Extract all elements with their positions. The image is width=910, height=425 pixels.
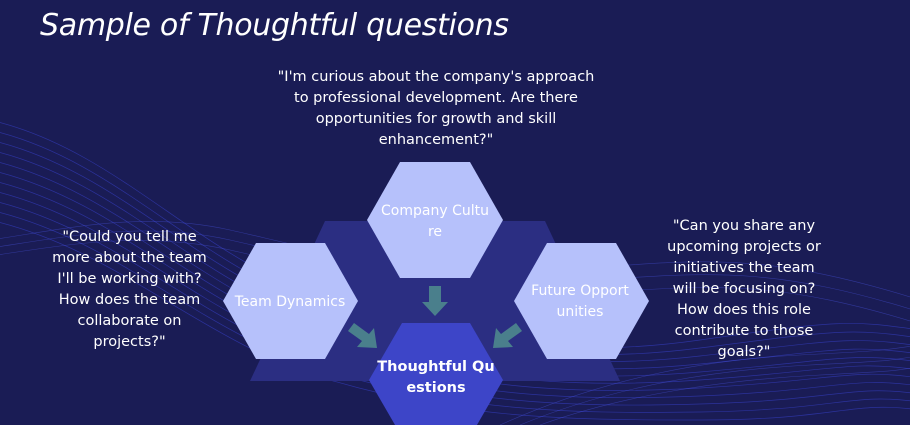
quote-projects: "Can you share any upcoming projects or …	[667, 218, 821, 360]
arrow-diagonal-right-icon	[348, 323, 377, 348]
quote-professional-development: "I'm curious about the company's approac…	[277, 69, 595, 148]
thoughtful-questions-hexagon	[369, 323, 503, 425]
arrow-down-icon	[422, 286, 448, 316]
team-dynamics-label: Team Dynamics	[234, 293, 346, 310]
slide-title: Sample of Thoughtful questions	[40, 8, 509, 43]
team-dynamics-hexagon	[223, 243, 358, 359]
arrow-diagonal-left-icon	[493, 323, 522, 348]
thoughtful-questions-label: Thoughtful Questions	[377, 359, 495, 396]
company-culture-label: Company Culture	[381, 203, 489, 240]
future-opportunities-hexagon	[514, 243, 649, 359]
quote-team: "Could you tell me more about the team I…	[52, 229, 207, 350]
future-opportunities-label: Future Opportunities	[531, 283, 629, 320]
company-culture-hexagon	[367, 162, 503, 278]
